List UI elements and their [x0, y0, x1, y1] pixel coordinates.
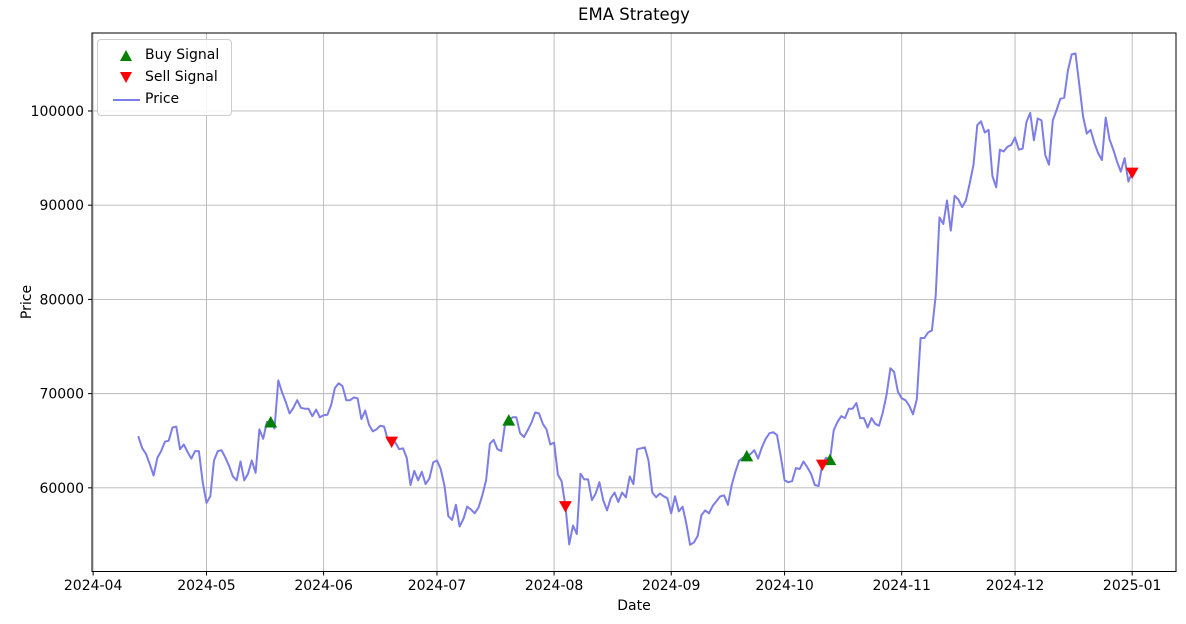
sell-marker [1125, 167, 1139, 180]
buy-marker [740, 449, 754, 462]
sell-marker [815, 459, 829, 472]
y-tick-label: 100000 [31, 104, 84, 120]
y-tick-label: 70000 [39, 387, 84, 403]
sell-marker [385, 436, 399, 448]
x-tick-label: 2024-12 [986, 578, 1045, 594]
x-tick-label: 2025-01 [1103, 578, 1162, 594]
price-line [137, 52, 1134, 546]
buy-marker [264, 416, 278, 428]
x-tick-label: 2024-11 [872, 578, 931, 594]
plot-border [91, 32, 1177, 572]
y-axis-label: Price [19, 284, 35, 320]
legend-item-price: Price [107, 91, 219, 108]
x-tick-label: 2024-09 [642, 578, 701, 594]
legend-sell-label: Sell Signal [145, 69, 218, 85]
buy-signal-icon [107, 50, 145, 61]
x-tick-label: 2024-04 [64, 578, 123, 594]
x-tick-label: 2024-07 [408, 578, 467, 594]
buy-marker [502, 414, 516, 426]
sell-marker [559, 501, 572, 513]
x-tick-label: 2024-05 [177, 578, 236, 594]
sell-signal-icon [107, 72, 145, 83]
x-axis-label: Date [617, 598, 651, 614]
chart-title: EMA Strategy [578, 5, 690, 24]
x-tick-label: 2024-06 [294, 578, 353, 594]
legend-item-sell: Sell Signal [107, 69, 219, 86]
legend: Buy Signal Sell Signal Price [97, 39, 233, 116]
price-line-icon [107, 98, 145, 101]
y-tick-label: 60000 [39, 481, 84, 497]
legend-item-buy: Buy Signal [107, 47, 219, 64]
x-tick-label: 2024-10 [755, 578, 814, 594]
y-tick-label: 90000 [39, 198, 84, 214]
y-tick-label: 80000 [39, 292, 84, 308]
x-tick-label: 2024-08 [525, 578, 584, 594]
legend-price-label: Price [145, 91, 180, 107]
legend-buy-label: Buy Signal [145, 47, 220, 63]
